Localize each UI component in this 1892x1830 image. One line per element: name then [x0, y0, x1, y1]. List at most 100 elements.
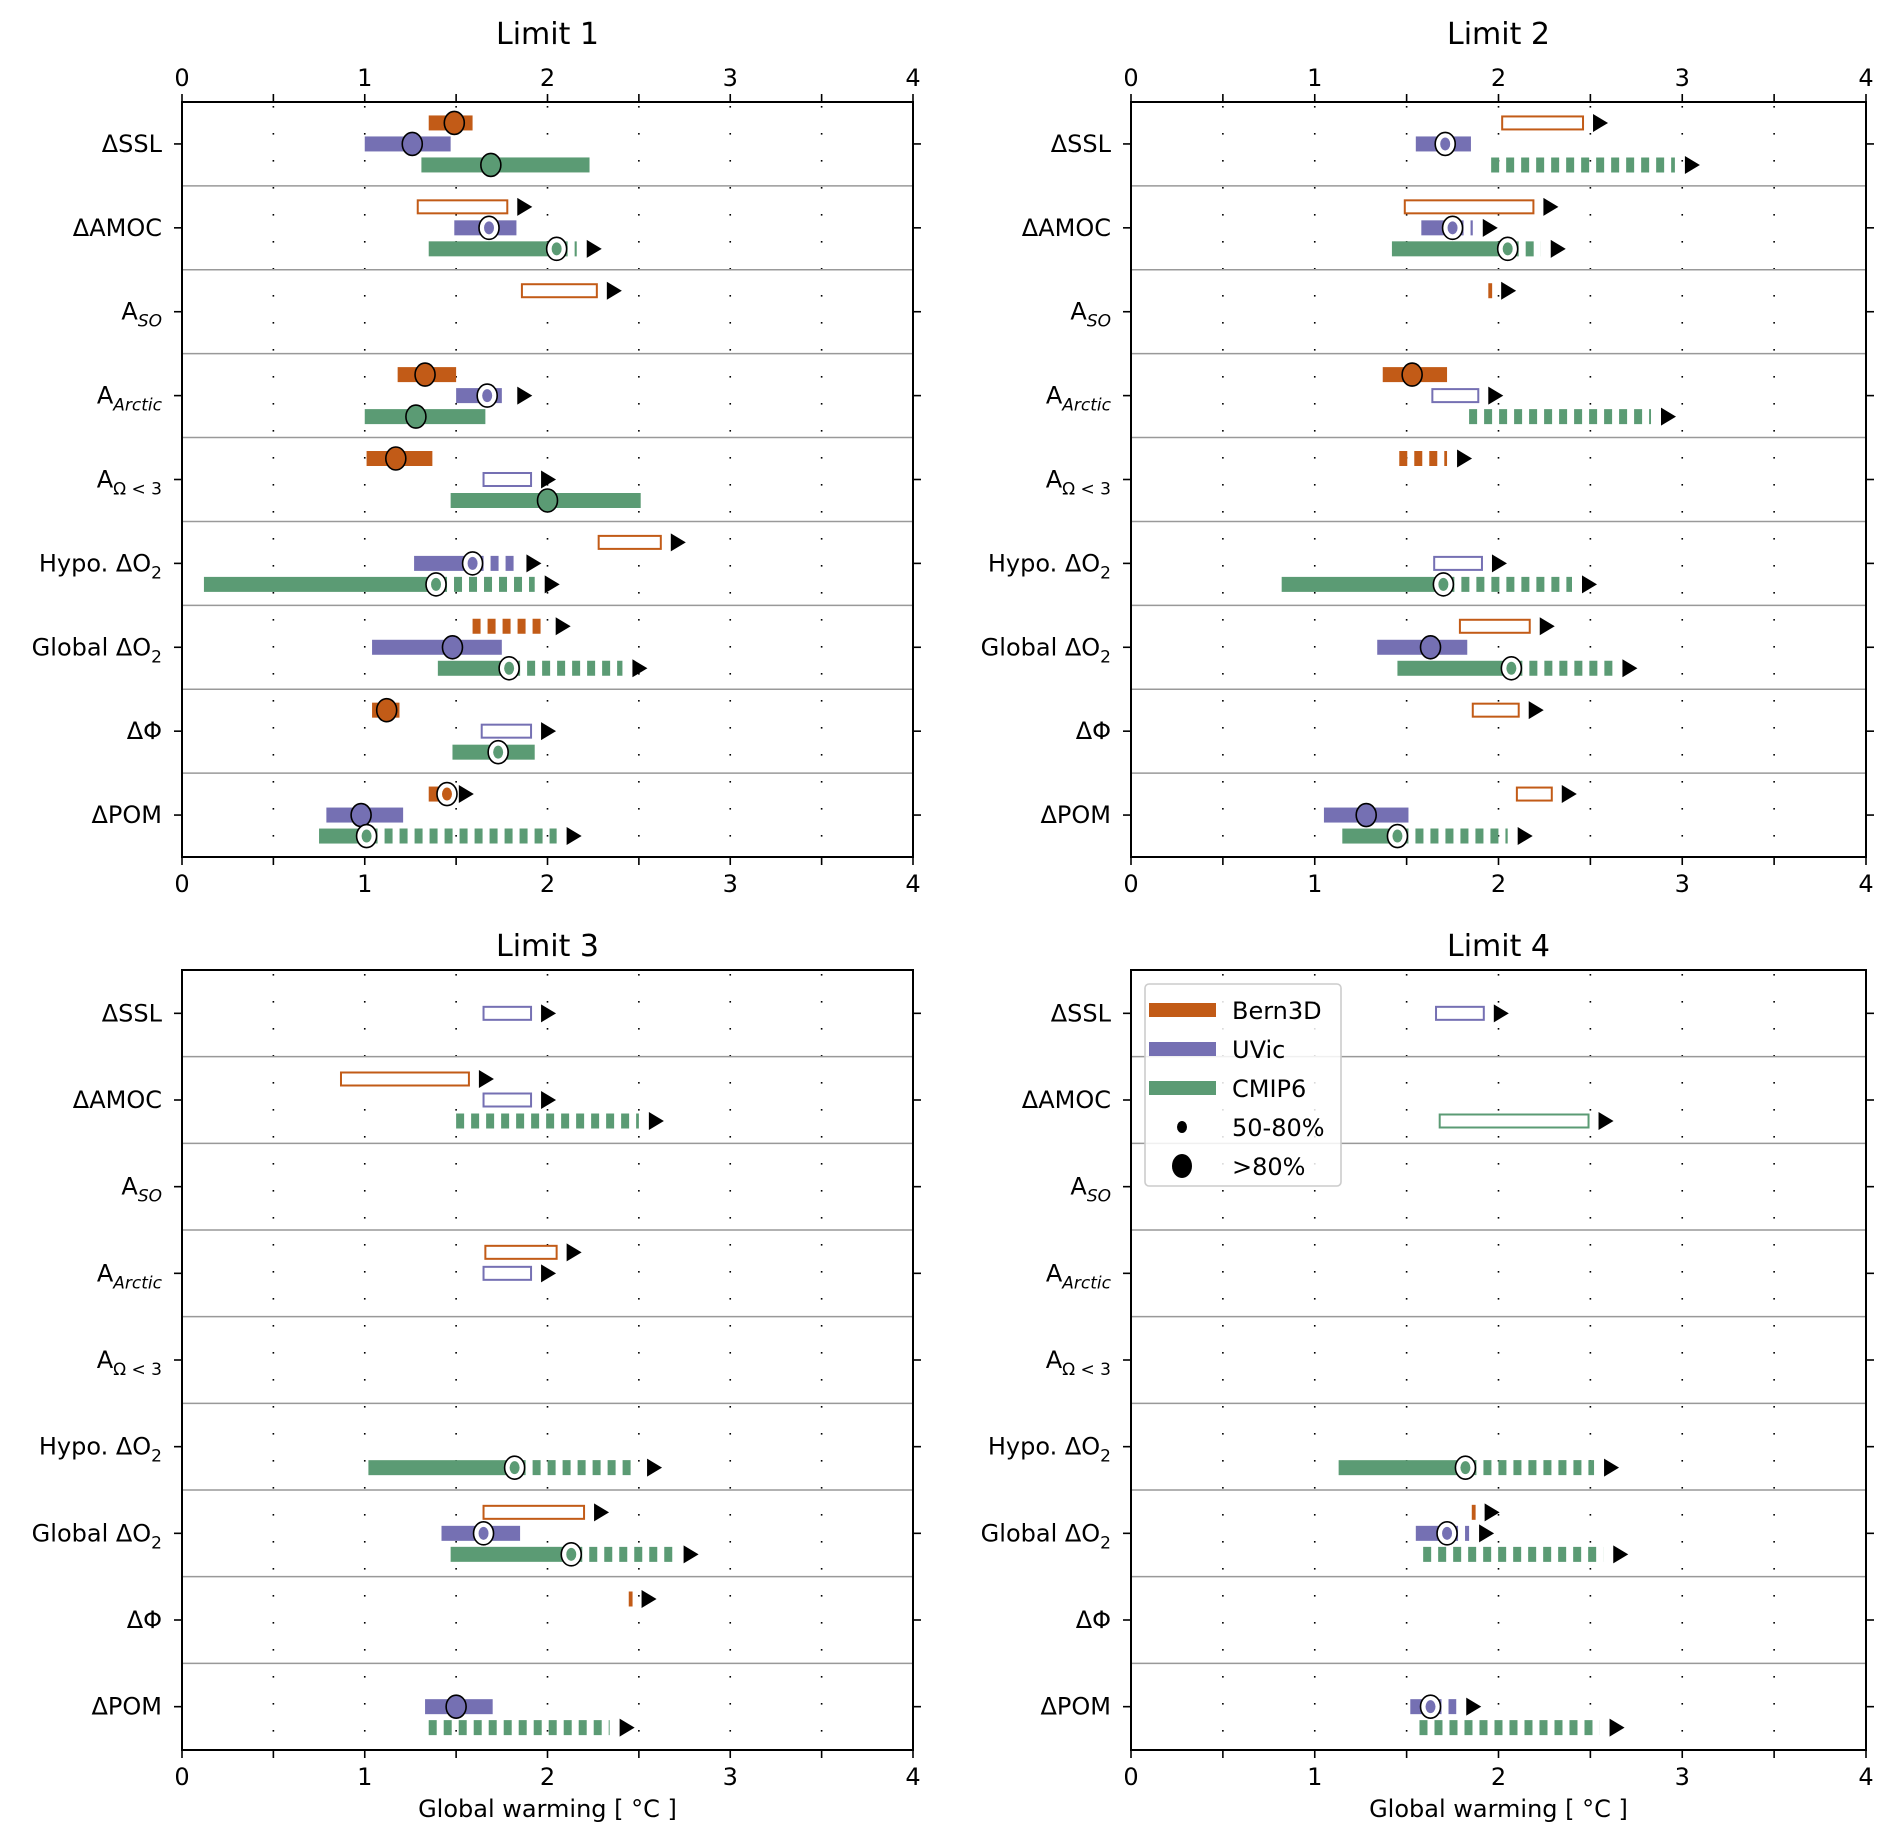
row-label-main: Global ΔO — [981, 1519, 1101, 1547]
row-label-amoc: ΔAMOC — [1022, 1086, 1111, 1114]
marker-small-dot — [566, 1547, 577, 1561]
arrow-right-icon — [1543, 197, 1559, 216]
row-label-main: ΔAMOC — [73, 214, 162, 242]
range-bar-open — [628, 1591, 633, 1607]
grid — [272, 970, 823, 1750]
range-bar-open — [597, 534, 662, 550]
x-axis-bottom: 0 0 1 1 2 2 3 3 4 4 — [174, 64, 920, 898]
bar-bern3d-globo2 — [1458, 617, 1555, 636]
row-label-so: ASO — [1070, 298, 1111, 332]
bar-cmip6-hypoo2 — [1281, 572, 1597, 597]
x-tick-label: 2 — [540, 1763, 555, 1791]
x-tick-label: 1 — [1307, 1763, 1322, 1791]
row-label-main: ΔΦ — [127, 717, 162, 745]
arrow-right-icon — [683, 1545, 699, 1564]
range-bar-open — [339, 1071, 470, 1087]
range-bar-open — [1433, 555, 1483, 571]
row-label-subscript: 2 — [151, 647, 162, 667]
arrow-right-icon — [1501, 281, 1517, 300]
x-axis-bottom: 0 1 2 3 4 Global warming [ °C ] — [1123, 1750, 1874, 1823]
bar-uvic-amoc — [482, 1091, 557, 1109]
row-label-subscript: Arctic — [112, 396, 162, 416]
bar-cmip6-globo2 — [450, 1542, 699, 1567]
arrow-right-icon — [458, 785, 474, 804]
bar-cmip6-globo2 — [1397, 655, 1638, 681]
bar-cmip6-pom — [1419, 1718, 1625, 1737]
arrow-right-icon — [1457, 449, 1473, 468]
marker-small-dot — [1438, 577, 1449, 591]
arrow-right-icon — [1593, 113, 1609, 132]
arrow-right-icon — [1488, 386, 1504, 405]
row-label-main: Hypo. ΔO — [988, 549, 1100, 577]
x-tick-label-top: 1 — [1307, 64, 1322, 92]
row-label-main: A — [97, 382, 114, 410]
arrow-right-icon — [606, 281, 622, 300]
marker-large — [536, 488, 559, 513]
row-label-arctic: AArctic — [1046, 1259, 1112, 1293]
range-bar-open — [1471, 702, 1520, 718]
row-label-subscript: Arctic — [1061, 396, 1111, 416]
bar-cmip6-phi — [452, 739, 535, 765]
row-label-main: ΔAMOC — [1022, 214, 1111, 242]
range-bar-open — [520, 283, 598, 299]
range-bar-solid — [428, 241, 557, 257]
marker-large — [1419, 634, 1442, 660]
arrow-right-icon — [555, 617, 571, 636]
bar-cmip6-amoc — [1438, 1112, 1614, 1130]
panel-title: Limit 3 — [496, 929, 599, 964]
range-bar-solid — [414, 555, 473, 571]
bar-cmip6-amoc — [1391, 236, 1566, 262]
arrow-right-icon — [478, 1070, 494, 1088]
marker-small-dot — [1447, 221, 1458, 235]
x-tick-label: 3 — [723, 870, 738, 898]
x-tick-label-top: 2 — [540, 64, 555, 92]
row-label-subscript: SO — [138, 312, 162, 332]
legend-entry: 50-80% — [1177, 1114, 1325, 1142]
range-bar-open — [1403, 199, 1535, 215]
marker-small-dot — [509, 1461, 520, 1475]
bar-uvic-hypoo2 — [1433, 554, 1507, 573]
row-label-arctic: AArctic — [97, 1259, 163, 1293]
marker-large — [441, 634, 464, 660]
range-bar-solid — [372, 639, 502, 655]
arrow-right-icon — [1684, 155, 1700, 174]
panel-3: Limit 3 0 1 2 3 4 Global warming [ °C ] ΔSSL ΔAM… — [32, 929, 921, 1823]
bar-bern3d-amoc — [416, 197, 533, 216]
marker-small-dot — [441, 787, 452, 801]
bar-uvic-ssl — [482, 1004, 557, 1023]
x-tick-label-top: 4 — [905, 64, 920, 92]
row-label-so: ASO — [121, 1173, 162, 1207]
arrow-right-icon — [541, 1004, 557, 1023]
bar-bern3d-omega — [1399, 449, 1473, 468]
marker-small-dot — [1392, 829, 1403, 843]
bar-uvic-globo2 — [372, 634, 502, 660]
row-label-main: ΔSSL — [1051, 130, 1112, 158]
bar-bern3d-arctic — [484, 1243, 582, 1262]
row-label-ssl: ΔSSL — [1051, 999, 1112, 1027]
row-label-main: ΔAMOC — [1022, 1086, 1111, 1114]
marker-small-dot — [551, 242, 562, 256]
row-label-main: ΔPOM — [1041, 1693, 1112, 1721]
row-label-omega: AΩ < 3 — [1046, 1346, 1111, 1380]
range-bar-solid — [437, 660, 510, 676]
row-label-phi: ΔΦ — [1076, 1606, 1111, 1634]
bar-uvic-hypoo2 — [414, 551, 542, 576]
legend-swatch — [1149, 1081, 1216, 1095]
range-bar-open — [1471, 1504, 1476, 1520]
row-label-main: A — [1046, 466, 1063, 494]
row-label-arctic: AArctic — [1046, 382, 1112, 416]
arrow-right-icon — [647, 1458, 663, 1477]
row-label-hypoo2: Hypo. ΔO2 — [988, 1433, 1111, 1467]
arrow-right-icon — [566, 1243, 582, 1262]
bar-cmip6-amoc — [428, 236, 602, 262]
row-label-main: ΔΦ — [1076, 1606, 1111, 1634]
bar-uvic-globo2 — [1377, 634, 1468, 660]
x-tick-label: 3 — [723, 1763, 738, 1791]
bars — [1338, 1004, 1629, 1737]
arrow-right-icon — [1528, 701, 1544, 720]
bar-cmip6-hypoo2 — [1338, 1455, 1620, 1480]
marker-large — [405, 404, 427, 429]
arrow-right-icon — [670, 533, 686, 552]
bars — [1281, 113, 1700, 849]
